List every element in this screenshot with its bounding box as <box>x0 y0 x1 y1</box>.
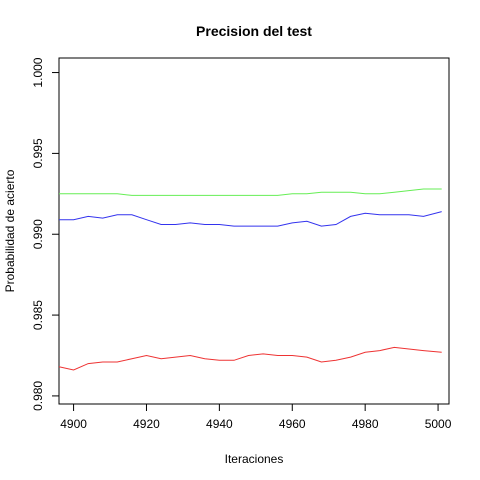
chart-title: Precision del test <box>196 23 312 39</box>
plot-frame <box>58 57 450 405</box>
y-tick-label: 0.985 <box>31 300 45 330</box>
x-axis: 4900 4920 4940 4960 4980 5000 <box>60 404 452 431</box>
x-tick-label: 4980 <box>352 417 379 431</box>
y-tick-label: 0.990 <box>31 219 45 249</box>
y-tick-label: 0.995 <box>31 138 45 168</box>
x-tick-label: 5000 <box>425 417 452 431</box>
x-axis-label: Iteraciones <box>225 452 284 466</box>
series-line-3 <box>58 346 442 371</box>
series-layer <box>58 188 442 371</box>
series-line-1 <box>59 188 442 196</box>
series-line-2 <box>59 211 442 227</box>
x-tick-label: 4920 <box>133 417 160 431</box>
x-tick-label: 4960 <box>279 417 306 431</box>
y-tick-label: 0.980 <box>31 381 45 411</box>
x-tick-label: 4900 <box>60 417 87 431</box>
x-tick-label: 4940 <box>206 417 233 431</box>
y-axis: 0.980 0.985 0.990 0.995 1.000 <box>31 57 59 411</box>
y-tick-label: 1.000 <box>31 57 45 87</box>
y-axis-label: Probabilidad de acierto <box>3 169 17 292</box>
